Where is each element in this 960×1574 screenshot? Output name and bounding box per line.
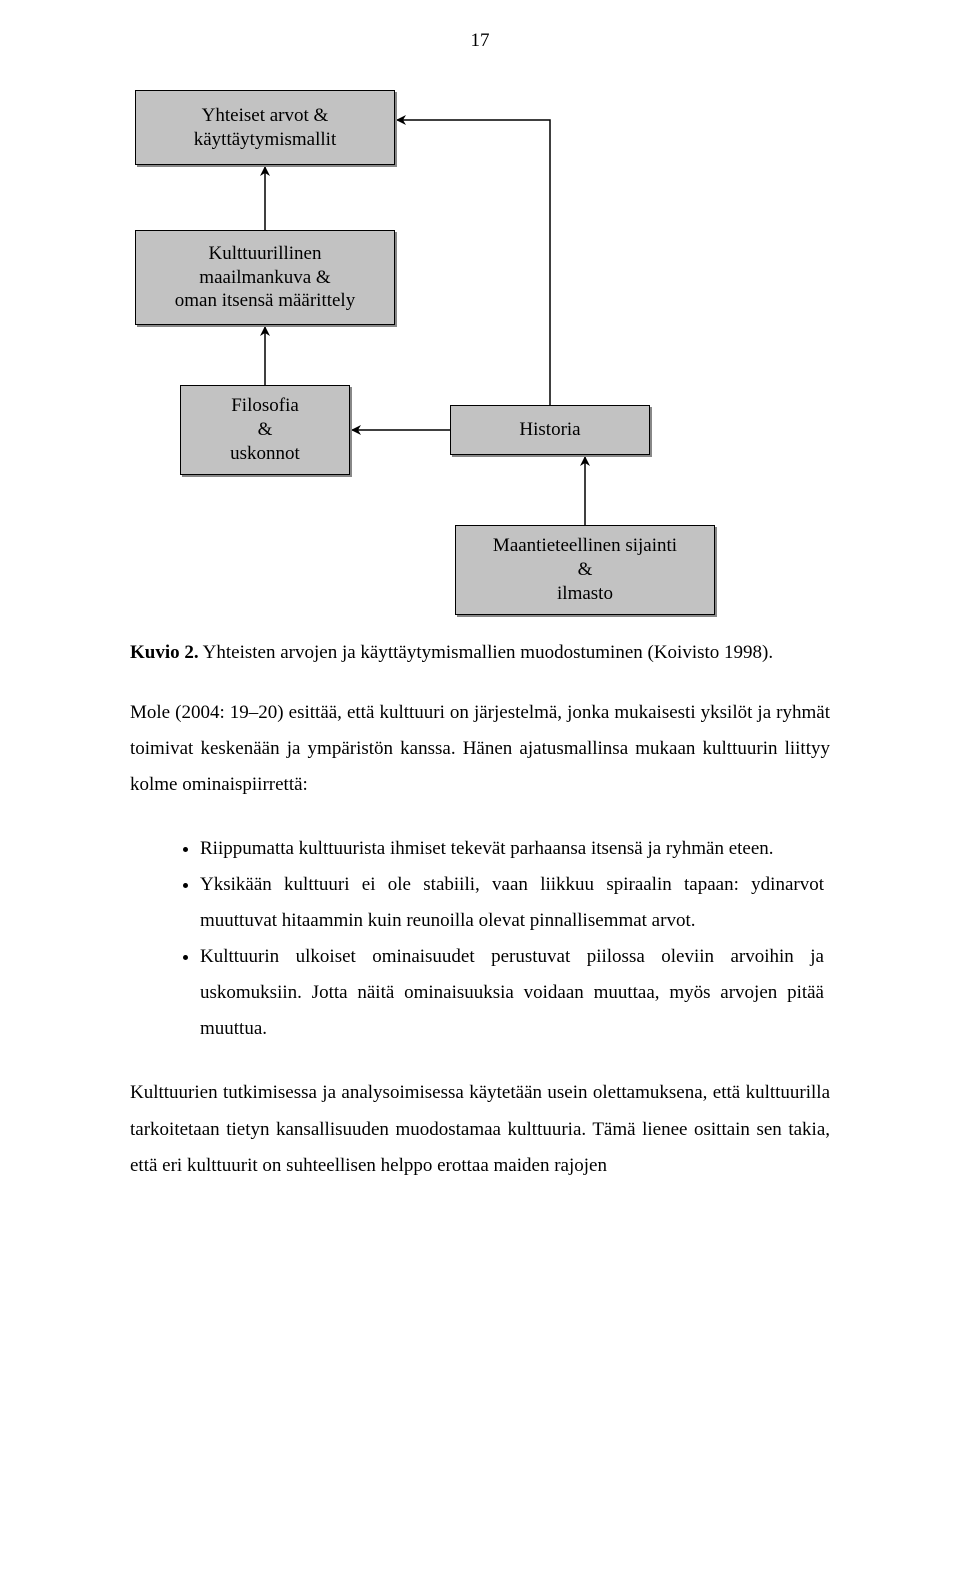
diagram-node-n2: Kulttuurillinenmaailmankuva &oman itsens… xyxy=(135,230,395,325)
diagram-node-n5: Maantieteellinen sijainti&ilmasto xyxy=(455,525,715,615)
list-item: Kulttuurin ulkoiset ominaisuudet perustu… xyxy=(200,939,830,1047)
content-area: Kuvio 2. Yhteisten arvojen ja käyttäytym… xyxy=(130,640,830,1184)
page-number: 17 xyxy=(0,28,960,55)
caption-text: Yhteisten arvojen ja käyttäytymismallien… xyxy=(199,642,773,663)
bullet-list: Riippumatta kulttuurista ihmiset tekevät… xyxy=(130,831,830,1048)
caption-label: Kuvio 2. xyxy=(130,642,199,663)
list-item: Riippumatta kulttuurista ihmiset tekevät… xyxy=(200,831,830,867)
diagram-node-n3: Filosofia&uskonnot xyxy=(180,385,350,475)
diagram-node-n1: Yhteiset arvot &käyttäytymismallit xyxy=(135,90,395,165)
diagram-node-n4: Historia xyxy=(450,405,650,455)
paragraph-closing: Kulttuurien tutkimisessa ja analysoimise… xyxy=(130,1075,830,1183)
paragraph-intro: Mole (2004: 19–20) esittää, että kulttuu… xyxy=(130,695,830,803)
culture-diagram: Yhteiset arvot &käyttäytymismallit Kulttu… xyxy=(130,90,830,620)
list-item: Yksikään kulttuuri ei ole stabiili, vaan… xyxy=(200,867,830,939)
figure-caption: Kuvio 2. Yhteisten arvojen ja käyttäytym… xyxy=(130,640,830,667)
